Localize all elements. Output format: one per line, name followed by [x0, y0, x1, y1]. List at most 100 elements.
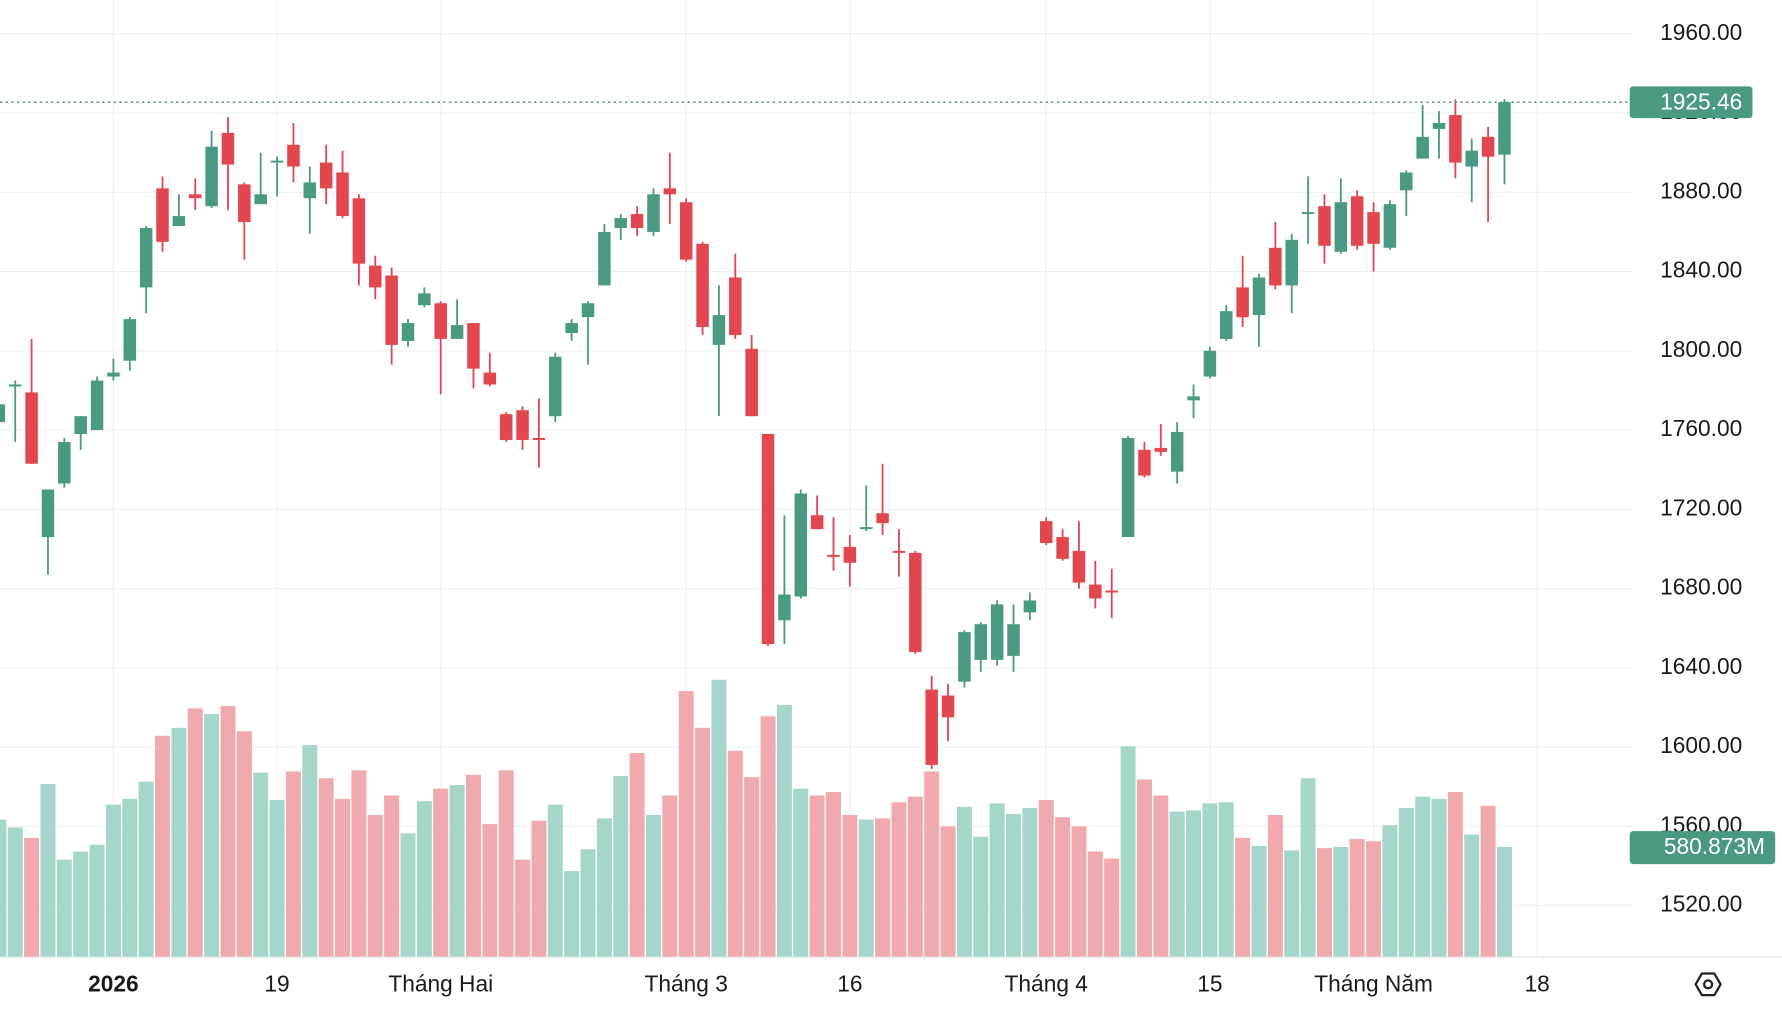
volume-bar [858, 819, 874, 958]
candle-body [1252, 277, 1266, 316]
candle-body [1072, 550, 1086, 583]
candle-body [221, 132, 235, 165]
volume-bar [596, 818, 612, 958]
volume-bar [449, 785, 465, 958]
y-tick-label: 1520.00 [1660, 891, 1742, 917]
volume-bar [24, 837, 40, 958]
volume-bar [1202, 803, 1218, 958]
volume-bar [269, 800, 285, 958]
volume-bar [1055, 817, 1071, 958]
volume-bar [1333, 846, 1349, 958]
volume-bar [73, 851, 89, 958]
axis-layer: 1520.001560.001600.001640.001680.001720.… [88, 19, 1776, 996]
x-tick-label: Tháng 4 [1005, 970, 1088, 996]
candle-body [1089, 584, 1102, 599]
candle-body [41, 489, 55, 538]
volume-bar [302, 745, 318, 958]
candle-body [1481, 136, 1495, 157]
candle-body [434, 303, 447, 339]
candle-body [0, 404, 6, 423]
volume-bar [956, 806, 972, 958]
volume-bar [482, 824, 498, 958]
candle-body [1170, 432, 1184, 472]
volume-bar [433, 788, 449, 958]
volume-bar [907, 796, 923, 958]
volume-bar [1218, 802, 1234, 958]
last-volume-label: 580.873M [1664, 833, 1765, 859]
candle-body [696, 243, 709, 328]
volume-bar [1316, 848, 1332, 958]
candle-body [303, 182, 317, 199]
volume-bar [155, 735, 171, 958]
volume-bar [384, 795, 400, 958]
volume-bar [220, 706, 236, 958]
candle-body [876, 513, 889, 524]
candle-body [1154, 447, 1168, 452]
candle-body [745, 348, 758, 417]
candle-body [712, 315, 726, 345]
y-tick-label: 1800.00 [1660, 336, 1742, 362]
volume-bar [1235, 837, 1251, 958]
candle-body [1318, 206, 1331, 246]
y-tick-label: 1960.00 [1660, 19, 1742, 45]
candle-body [499, 414, 513, 440]
candle-body [990, 604, 1004, 660]
candle-body [319, 162, 333, 189]
candle-body [598, 231, 611, 286]
candle-body [679, 202, 693, 260]
volume-bar [1006, 813, 1022, 958]
y-tick-label: 1600.00 [1660, 732, 1742, 758]
y-tick-label: 1840.00 [1660, 257, 1742, 283]
volume-bar [1382, 825, 1398, 958]
candle-body [843, 546, 857, 563]
volume-bar [629, 753, 645, 958]
settings-icon[interactable] [1694, 972, 1722, 997]
volume-bar [695, 727, 711, 958]
candle-body [630, 214, 644, 228]
volume-bar [809, 795, 825, 958]
volume-bar [1153, 795, 1169, 958]
candle-body [1301, 212, 1315, 215]
volume-bar [1496, 847, 1512, 958]
candle-body [810, 515, 824, 530]
candle-body [336, 172, 349, 217]
candle-body [254, 194, 267, 205]
candle-layer [0, 99, 1632, 769]
volume-bar [1464, 834, 1480, 958]
volume-bar [1431, 798, 1447, 958]
candle-body [663, 188, 677, 195]
candle-body [156, 188, 169, 242]
candle-body [1121, 437, 1135, 538]
candle-body [647, 194, 660, 232]
volume-bar [1169, 811, 1185, 958]
candle-body [270, 160, 284, 163]
volume-bar [891, 802, 907, 958]
candle-body [74, 416, 87, 435]
candle-body [1056, 537, 1069, 559]
volume-bar [253, 772, 269, 958]
volume-bar [1267, 814, 1283, 958]
candle-body [1367, 212, 1380, 244]
grid [0, 0, 1632, 958]
volume-bar [1038, 800, 1054, 958]
volume-bar [825, 792, 841, 958]
volume-bar [531, 820, 547, 958]
volume-bar [236, 731, 252, 958]
volume-bar [678, 691, 694, 958]
volume-bar [727, 750, 743, 958]
volume-bar [187, 708, 203, 958]
volume-bar [1251, 845, 1267, 958]
volume-bar [56, 859, 72, 958]
candle-body [1007, 624, 1020, 656]
volume-bar [875, 818, 891, 958]
volume-bar [547, 804, 563, 958]
volume-bar [940, 826, 956, 958]
candle-body [1449, 115, 1462, 163]
candle-body [1220, 311, 1233, 339]
volume-bar [1447, 792, 1463, 958]
volume-bar [1300, 778, 1316, 958]
volume-bar [1415, 796, 1431, 958]
candle-body [1105, 590, 1118, 593]
volume-bar [0, 819, 7, 958]
candle-body [565, 323, 578, 333]
